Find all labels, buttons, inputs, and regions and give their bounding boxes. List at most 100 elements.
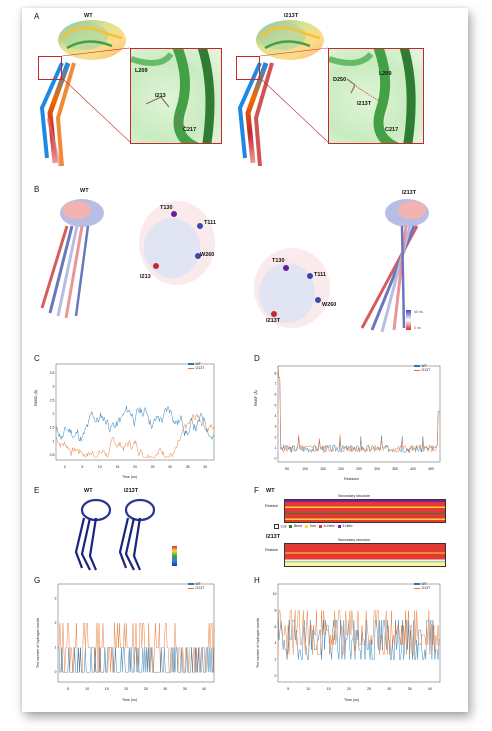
panel-d-xtick: 100 [302, 467, 308, 471]
panel-g-xtick: 20 [124, 687, 128, 691]
legend-item-turn: Turn [304, 524, 316, 529]
panel-h-frame [277, 583, 441, 683]
panel-c-xtick: 5 [81, 465, 83, 469]
mutant-secondary-structure-map [284, 543, 446, 567]
panel-a-mutant-selection-box [236, 56, 260, 80]
time-scale-top: 40 ns [414, 310, 423, 314]
panel-f-wt-title: WT [266, 488, 275, 494]
panel-g-ylabel: The number of hydrogen bonds [36, 617, 40, 668]
panel-g-ytick: 1 [55, 645, 57, 649]
panel-g-ytick: 2 [55, 621, 57, 625]
residue-label: L209 [379, 71, 392, 77]
panel-h-ytick: 4 [275, 641, 277, 645]
panel-c-ytick: 0.5 [50, 453, 55, 457]
legend-item-3-helix: 3-Helix [337, 524, 353, 529]
panel-c-ytick: 2 [53, 412, 55, 416]
legend-item-a-helix: A-Helix [319, 524, 335, 529]
panel-c-xtick: 35 [186, 465, 190, 469]
panel-d-xtick: 450 [428, 467, 434, 471]
panel-e-label: E [34, 486, 40, 495]
panel-d-xtick: 50 [285, 467, 289, 471]
legend-label-mutant: I213T [421, 368, 431, 373]
residue-label: D250 [333, 77, 347, 83]
panel-b-wt-title: WT [80, 188, 89, 194]
panel-c-xtick: 0 [64, 465, 66, 469]
panel-c-xtick: 20 [133, 465, 137, 469]
panel-h-xtick: 10 [306, 687, 310, 691]
residue-label: W260 [322, 302, 337, 308]
panel-c-ytick: 2.5 [50, 398, 55, 402]
panel-c-xtick: 15 [115, 465, 119, 469]
panel-d-ytick: 4 [275, 414, 277, 418]
panel-d-xtick: 200 [338, 467, 344, 471]
panel-d-ytick: 1 [275, 446, 277, 450]
panel-a-wt-selection-box [38, 56, 62, 80]
rmsd-trace-wt [55, 405, 215, 442]
panel-a-mutant-title: I213T [284, 13, 299, 19]
residue-label: I213T [266, 318, 281, 324]
panel-h-ytick: 10 [273, 592, 277, 596]
panel-f-mutant-chart-title: Secondary structure [338, 538, 371, 542]
hbond-trace-wt [277, 620, 440, 660]
panel-g-xtick: 10 [85, 687, 89, 691]
panel-g-xtick: 25 [144, 687, 148, 691]
wt-secondary-structure-map [284, 499, 446, 523]
residue-label: T111 [314, 272, 326, 278]
panel-d-label: D [254, 354, 260, 363]
panel-f-mutant-ylabel: Residue [265, 548, 279, 552]
rmsf-trace-mutant [277, 366, 440, 454]
panel-g-ytick: 0 [55, 670, 57, 674]
panel-h-ytick: 6 [275, 625, 277, 629]
legend-item-bend: Bend [289, 524, 302, 529]
panel-d-ytick: 7 [275, 382, 277, 386]
legend-label-mutant: I213T [421, 586, 431, 591]
panel-d-ytick: 8 [275, 371, 277, 375]
legend-swatch-wt [188, 363, 194, 365]
residue-label: L209 [135, 68, 148, 74]
legend-item-coil: Coil [274, 524, 286, 529]
panel-d-xlabel: Residues [344, 477, 359, 481]
legend-label-mutant: I213T [195, 366, 205, 371]
panel-a-protein-structures [39, 20, 329, 167]
panel-b-label: B [34, 185, 40, 194]
panel-b-trajectory-overlays [40, 199, 429, 333]
hbond-trace-mutant [277, 610, 440, 655]
panel-d-xtick: 400 [410, 467, 416, 471]
panel-f-legend: Coil Bend Turn A-Helix 3-Helix [274, 524, 353, 529]
panel-d-ytick: 5 [275, 403, 277, 407]
panel-h-xtick: 5 [287, 687, 289, 691]
panel-g-label: G [34, 576, 41, 585]
panel-c-rmsd-plot: 0 5 10 15 20 25 30 35 40 0.5 1 1.5 2 2.5 3 3.5 [50, 363, 215, 469]
panel-d-xtick: 300 [374, 467, 380, 471]
panel-e-mutant-title: I213T [124, 488, 139, 494]
residue-label: I213 [155, 93, 166, 99]
panel-h-ytick: 2 [275, 658, 277, 662]
panel-a-wt-title: WT [84, 13, 93, 19]
panel-g-xtick: 5 [67, 687, 69, 691]
panel-g-xtick: 30 [163, 687, 167, 691]
panel-g-xtick: 15 [105, 687, 109, 691]
panel-h-xtick: 30 [387, 687, 391, 691]
panel-d-frame [277, 365, 441, 463]
panel-b-mutant-title: I213T [402, 190, 417, 196]
panel-h-xtick: 25 [367, 687, 371, 691]
panel-d-ytick: 2 [275, 435, 277, 439]
panel-f-wt-chart-title: Secondary structure [338, 494, 371, 498]
panel-g-hbond-plot: 5 10 15 20 25 30 35 40 0 1 2 3 [55, 583, 215, 691]
panel-h-hbond-plot: 5 10 15 20 25 30 35 40 0 2 4 6 8 10 [273, 583, 441, 691]
rmsf-trace-wt [277, 366, 440, 454]
panel-f-wt-ylabel: Residue [265, 504, 279, 508]
panel-c-ytick: 1.5 [50, 426, 55, 430]
residue-label: C217 [183, 127, 197, 133]
panel-c-ylabel: RMSD (Å) [34, 389, 38, 406]
panel-e-bfactor-structures [74, 498, 156, 571]
panel-c-ytick: 3 [53, 385, 55, 389]
legend-swatch-mutant [414, 587, 420, 589]
panel-d-legend: WT I213T [414, 364, 430, 372]
panel-e-wt-title: WT [84, 488, 93, 494]
panel-a-mutant-zoom: D250 L209 I213T C217 [328, 48, 424, 144]
panel-d-rmsf-plot: 50 100 150 200 250 300 350 400 450 0 1 2 3 4 5 6 7 8 [275, 365, 441, 471]
panel-g-xlabel: Time (ns) [122, 698, 138, 702]
residue-label: T130 [272, 258, 285, 264]
panel-g-ytick: 3 [55, 596, 57, 600]
